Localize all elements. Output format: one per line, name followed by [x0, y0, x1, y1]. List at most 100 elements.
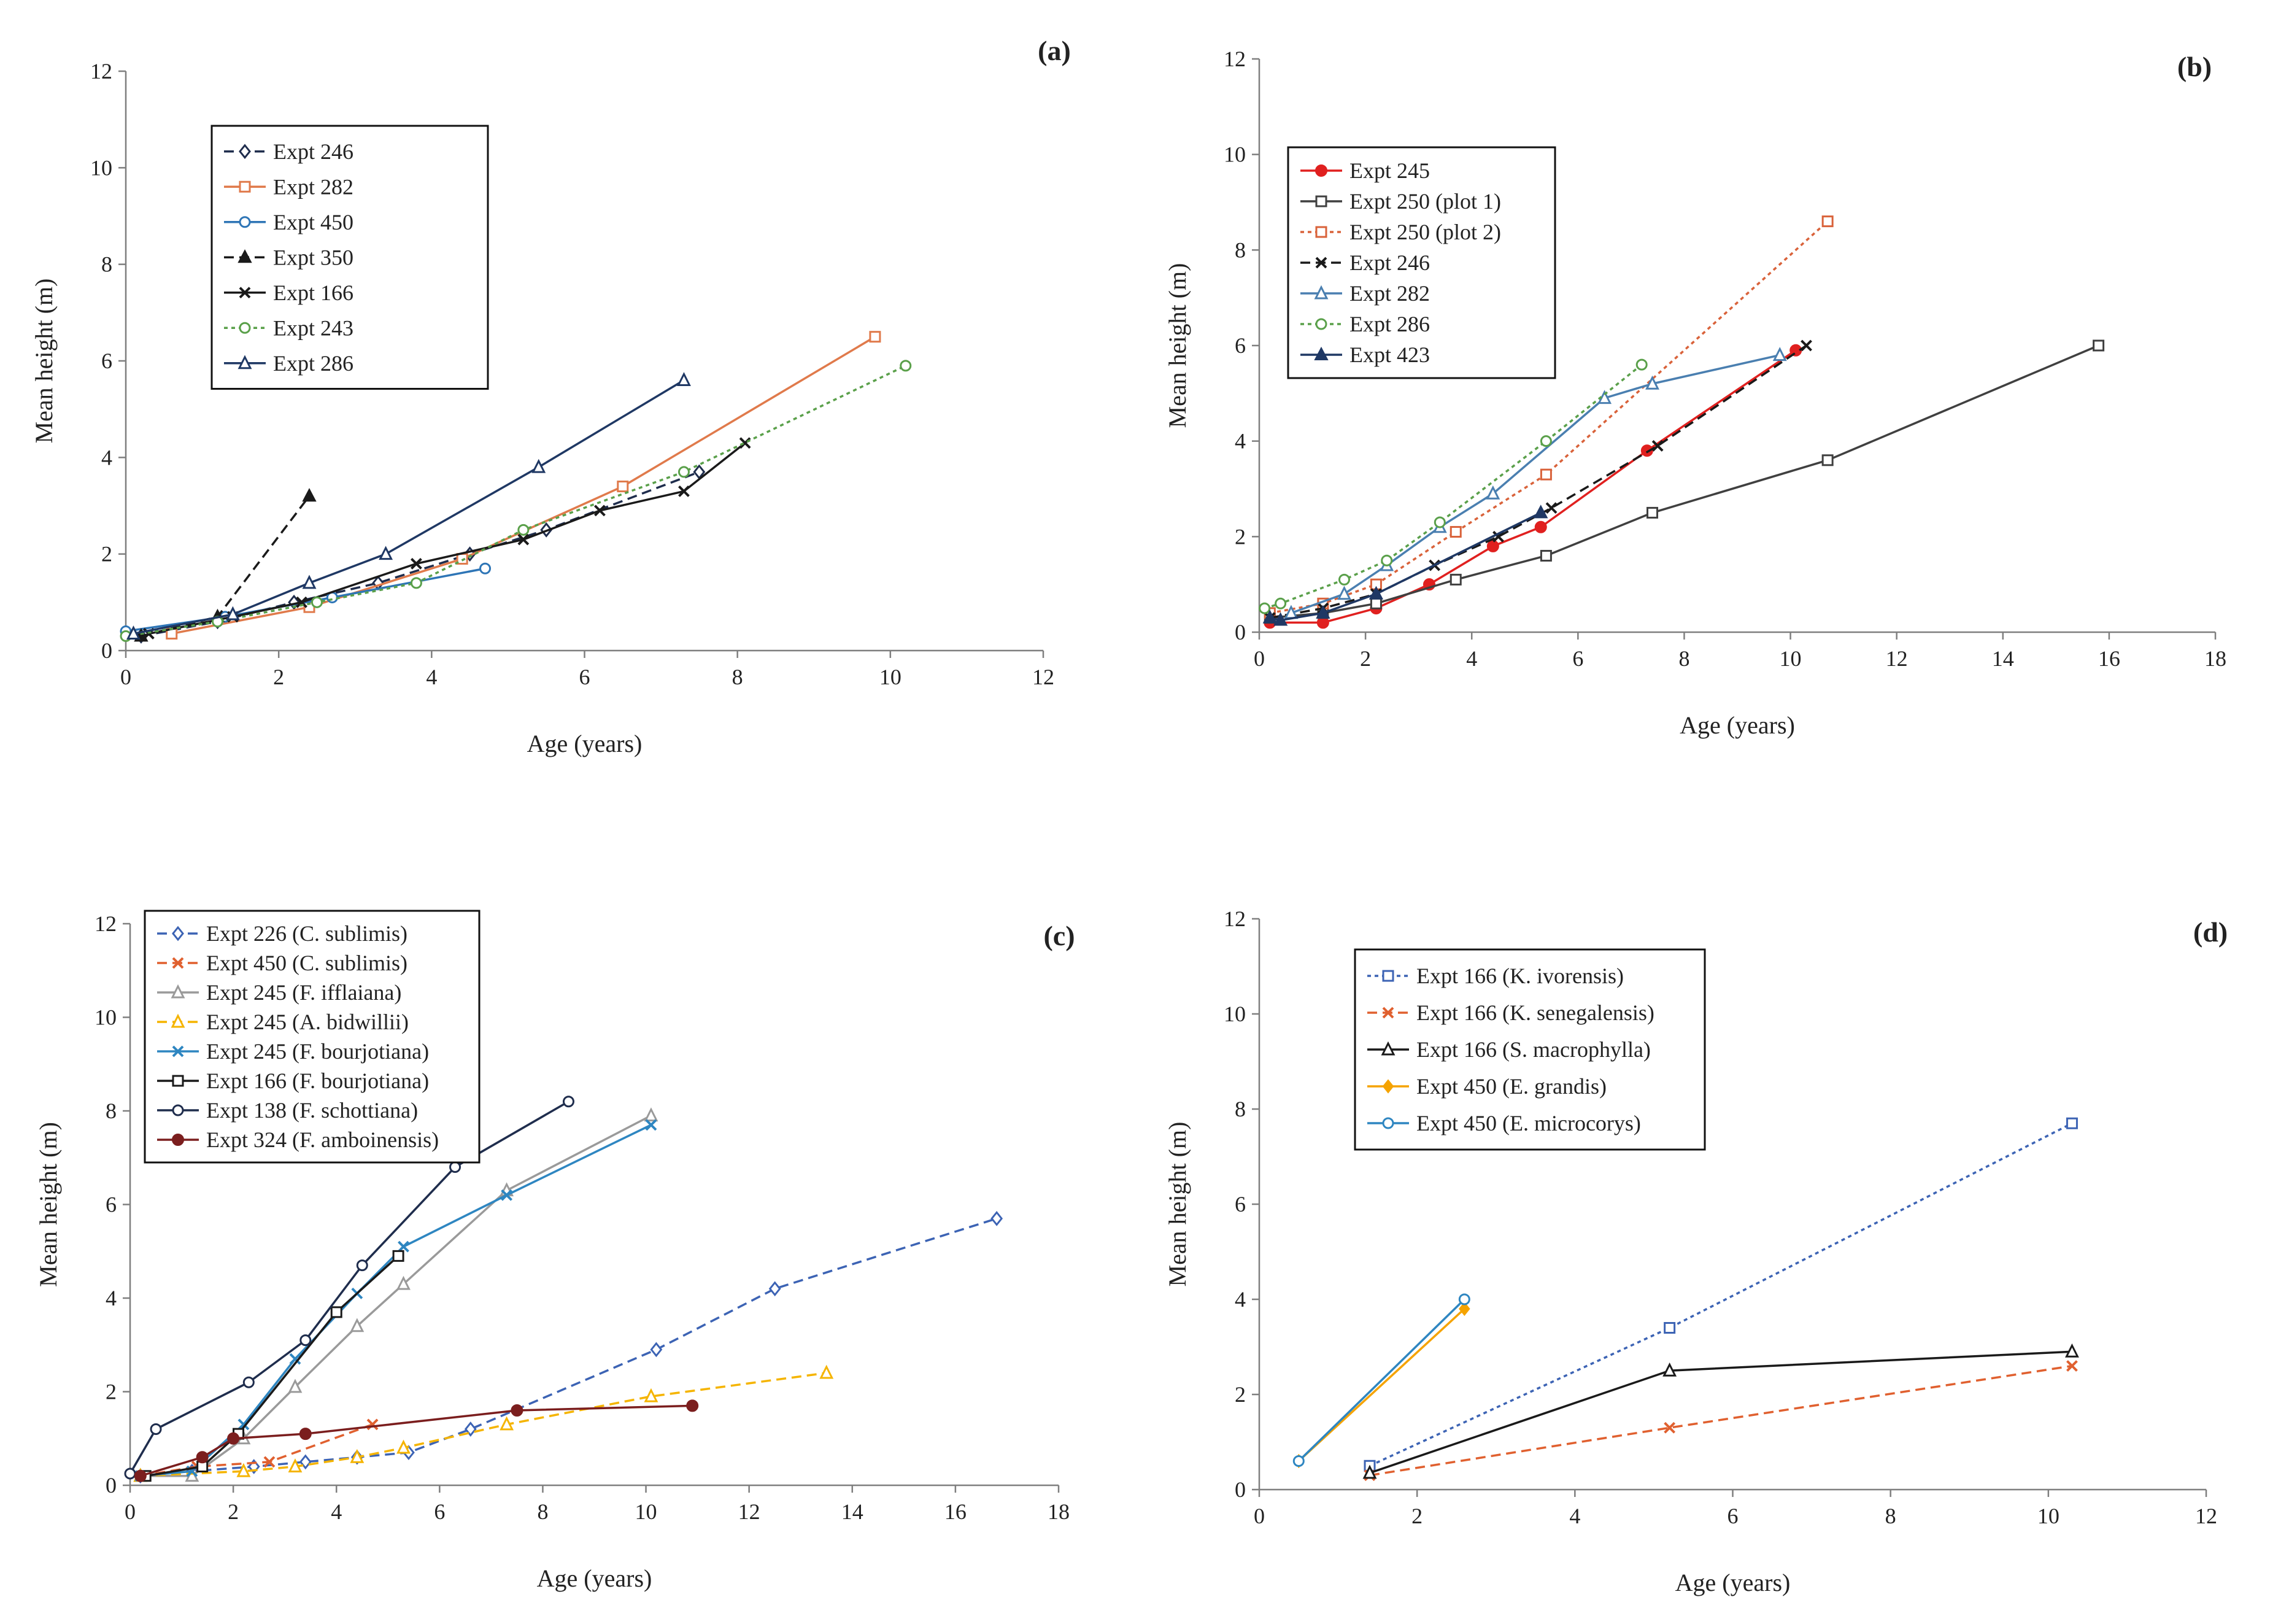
data-point — [1772, 347, 1787, 362]
x-axis-title: Age (years) — [527, 730, 643, 757]
y-tick-label: 6 — [106, 1193, 117, 1217]
series-line — [149, 442, 746, 635]
legend-entry: Expt 246 — [1349, 250, 1430, 275]
legend-swatch-marker — [172, 1045, 184, 1058]
data-point — [617, 481, 629, 493]
data-point — [1821, 454, 1834, 466]
x-tick-label: 8 — [732, 665, 743, 689]
data-point — [398, 1240, 409, 1253]
legend-swatch-marker — [172, 926, 184, 942]
legend: Expt 245 Expt 250 (plot 1) Expt 250 (plot … — [1287, 146, 1556, 379]
data-point — [1662, 1362, 1677, 1377]
series-4 — [134, 1119, 657, 1482]
data-point — [819, 1364, 834, 1379]
data-point — [356, 1259, 368, 1272]
data-point — [1545, 502, 1558, 514]
data-point — [739, 437, 751, 449]
data-point — [678, 466, 690, 478]
x-tick-label: 0 — [1254, 646, 1265, 671]
chart-panel-1: 0 2 4 6 8 10 12 0 2 4 6 8 10 12 14 16 18 Age (years) Mean … — [1164, 47, 2226, 739]
data-point — [1647, 506, 1659, 519]
legend-swatch-marker — [1315, 257, 1327, 269]
legend-entry: Expt 243 — [273, 315, 353, 340]
legend-entry: Expt 282 — [273, 174, 353, 199]
x-tick-label: 8 — [1678, 646, 1689, 671]
x-tick-label: 2 — [1411, 1504, 1423, 1528]
data-point — [288, 1378, 303, 1393]
legend-entry: Expt 245 (F. ifflaiana) — [206, 980, 401, 1005]
series-line — [1298, 1308, 1465, 1462]
series-0 — [134, 1210, 1003, 1484]
data-point — [311, 596, 323, 608]
legend-swatch-marker — [1314, 285, 1329, 300]
y-tick-label: 10 — [90, 155, 112, 180]
y-tick-label: 12 — [90, 59, 112, 83]
data-point — [1540, 549, 1552, 562]
x-tick-label: 14 — [1992, 646, 2014, 671]
data-point — [1651, 440, 1664, 452]
x-tick-label: 0 — [120, 665, 131, 689]
data-point — [330, 1306, 342, 1318]
legend-swatch-marker — [172, 1075, 184, 1087]
legend: Expt 246 Expt 282 Expt 450 Expt 350 Expt 166… — [210, 125, 489, 390]
legend-entry: Expt 450 (E. microcorys) — [1416, 1111, 1641, 1135]
chart-panel-3: 0 2 4 6 8 10 12 0 2 4 6 8 10 12 Age (years) Mean height… — [1164, 907, 2228, 1596]
data-point — [236, 1463, 251, 1477]
x-tick-label: 10 — [2037, 1504, 2060, 1528]
data-point — [479, 562, 492, 574]
x-tick-label: 0 — [1254, 1504, 1265, 1528]
data-point — [1370, 597, 1382, 609]
data-point — [288, 1458, 303, 1472]
legend-entry: Expt 450 — [273, 210, 353, 234]
data-point — [1540, 468, 1552, 481]
data-point — [1273, 612, 1288, 626]
panel-label: (a) — [1038, 35, 1071, 66]
legend-swatch-marker — [237, 355, 252, 369]
data-point — [1534, 520, 1547, 533]
legend-swatch-marker — [171, 1013, 185, 1028]
y-tick-label: 8 — [1235, 1097, 1246, 1121]
legend-swatch-marker — [172, 1134, 184, 1146]
data-point — [350, 1448, 365, 1463]
data-point — [677, 372, 691, 386]
legend-entry: Expt 166 (S. macrophylla) — [1416, 1037, 1651, 1062]
series-2 — [133, 1107, 658, 1482]
x-tick-label: 10 — [1780, 646, 1802, 671]
legend-entry: Expt 450 (C. sublimis) — [206, 951, 407, 975]
data-point — [1635, 358, 1648, 371]
data-point — [396, 1439, 411, 1454]
legend-entry: Expt 166 — [273, 280, 353, 305]
data-point — [366, 1418, 379, 1431]
legend: Expt 166 (K. ivorensis) Expt 166 (K. sene… — [1354, 948, 1706, 1151]
y-tick-label: 4 — [1235, 429, 1246, 454]
series-6 — [1262, 505, 1548, 626]
legend-entry: Expt 350 — [273, 245, 353, 269]
legend-swatch-marker — [1381, 1041, 1396, 1056]
legend-swatch-marker — [1382, 1079, 1394, 1094]
y-tick-label: 10 — [1224, 142, 1246, 167]
data-point — [2064, 1343, 2079, 1358]
y-tick-label: 2 — [1235, 1382, 1246, 1407]
data-point — [1259, 602, 1271, 614]
data-point — [150, 1423, 162, 1435]
y-tick-label: 8 — [101, 252, 112, 277]
data-point — [1337, 586, 1351, 600]
legend-swatch-marker — [1315, 318, 1327, 330]
y-tick-label: 8 — [106, 1099, 117, 1123]
x-axis-title: Age (years) — [537, 1564, 652, 1592]
data-point — [900, 360, 912, 372]
legend-swatch-marker — [1382, 970, 1394, 982]
series-0 — [1264, 344, 1802, 629]
y-tick-label: 6 — [101, 349, 112, 373]
series-line — [140, 1404, 693, 1477]
x-tick-label: 8 — [537, 1499, 548, 1524]
legend: Expt 226 (C. sublimis) Expt 450 (C. subli… — [144, 910, 481, 1164]
data-point — [1450, 573, 1462, 586]
x-tick-label: 4 — [1569, 1504, 1580, 1528]
x-tick-label: 12 — [2195, 1504, 2217, 1528]
legend-entry: Expt 450 (E. grandis) — [1416, 1074, 1607, 1099]
data-point — [1450, 526, 1462, 538]
legend-entry: Expt 166 (F. bourjotiana) — [206, 1069, 429, 1093]
legend-swatch-marker — [239, 180, 251, 193]
panel-label: (d) — [2193, 916, 2228, 948]
